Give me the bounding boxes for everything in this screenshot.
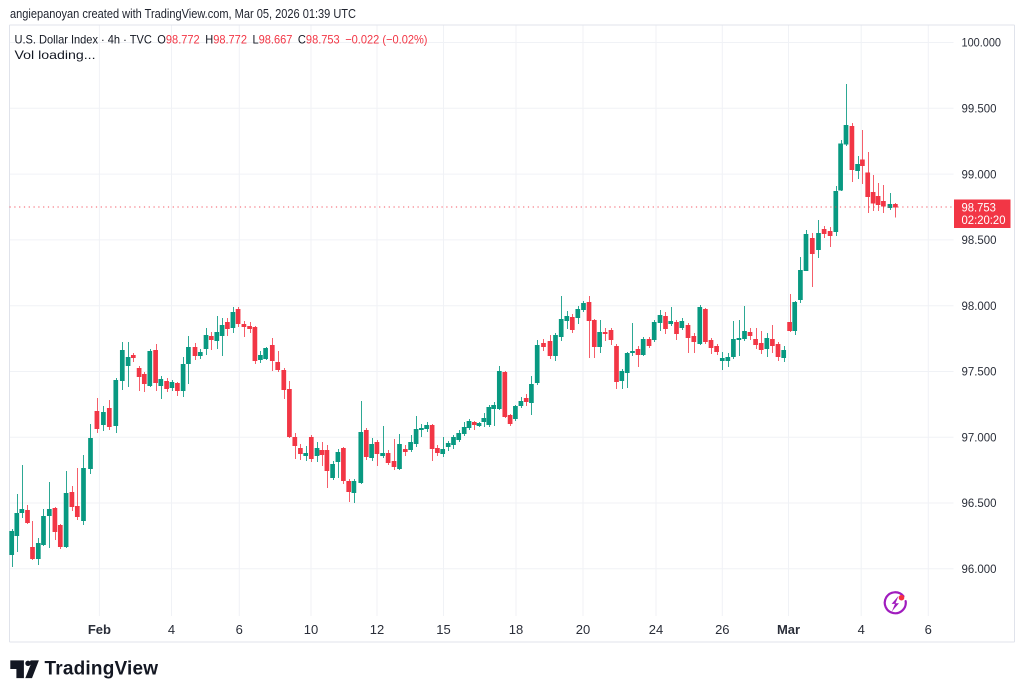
svg-text:26: 26 — [715, 622, 729, 637]
svg-text:97.500: 97.500 — [962, 367, 997, 379]
svg-text:4: 4 — [168, 622, 175, 637]
svg-text:TradingView: TradingView — [45, 659, 159, 680]
svg-text:6: 6 — [236, 622, 243, 637]
svg-text:96.000: 96.000 — [962, 564, 997, 576]
svg-text:12: 12 — [370, 622, 384, 637]
svg-text:4: 4 — [858, 622, 865, 637]
svg-text:24: 24 — [649, 622, 663, 637]
svg-text:angiepanoyan created with Trad: angiepanoyan created with TradingView.co… — [10, 6, 356, 21]
svg-text:6: 6 — [925, 622, 932, 637]
svg-text:Vol loading...: Vol loading... — [15, 48, 96, 62]
svg-text:97.000: 97.000 — [962, 432, 997, 444]
svg-text:Feb: Feb — [88, 622, 111, 637]
svg-text:20: 20 — [576, 622, 590, 637]
svg-text:98.000: 98.000 — [962, 301, 997, 313]
svg-text:18: 18 — [509, 622, 523, 637]
svg-text:10: 10 — [304, 622, 318, 637]
svg-text:99.500: 99.500 — [962, 104, 997, 116]
svg-text:Mar: Mar — [777, 622, 800, 637]
svg-text:02:20:20: 02:20:20 — [962, 213, 1006, 227]
svg-text:98.753: 98.753 — [962, 201, 997, 215]
svg-text:U.S. Dollar Index · 4h · TVC O: U.S. Dollar Index · 4h · TVC O98.772 H98… — [15, 33, 428, 47]
svg-text:15: 15 — [436, 622, 450, 637]
svg-text:100.000: 100.000 — [962, 38, 1002, 50]
svg-text:99.000: 99.000 — [962, 169, 997, 181]
svg-text:96.500: 96.500 — [962, 498, 997, 510]
svg-text:98.500: 98.500 — [962, 235, 997, 247]
